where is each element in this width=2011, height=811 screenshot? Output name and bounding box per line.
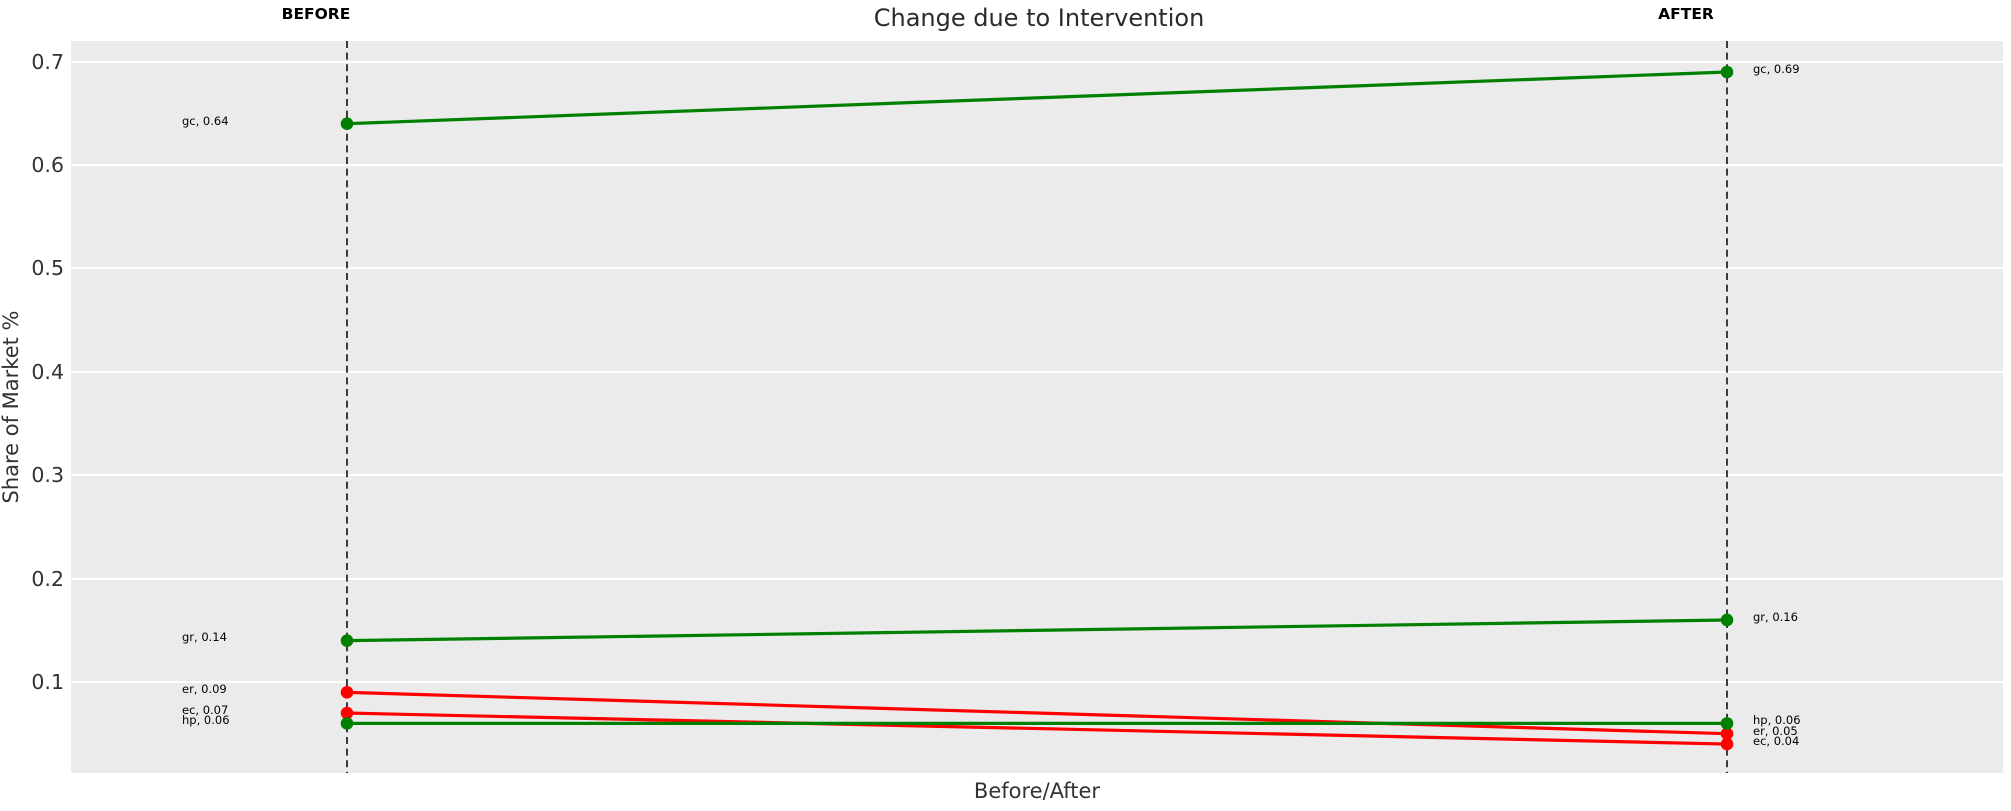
y-tick-label-0.3: 0.3 (31, 463, 64, 488)
gridline-y-0.6 (71, 164, 2003, 167)
value-label-gr-after: gr, 0.16 (1753, 609, 1798, 624)
value-label-er-after: er, 0.05 (1753, 723, 1798, 738)
series-line-gc (346, 70, 1728, 126)
series-line-gr (346, 618, 1728, 643)
after-column-header: AFTER (1658, 5, 1714, 23)
data-point-ec-after (1720, 737, 1734, 751)
data-point-gc-before (340, 117, 354, 131)
y-tick-label-0.4: 0.4 (31, 359, 64, 384)
value-label-gr-before: gr, 0.14 (182, 630, 227, 645)
data-point-gr-before (340, 634, 354, 647)
value-label-hp-before: hp, 0.06 (182, 713, 230, 728)
value-label-er-before: er, 0.09 (182, 682, 227, 697)
y-tick-label-0.2: 0.2 (31, 566, 64, 591)
data-point-er-before (340, 686, 354, 699)
data-point-gc-after (1720, 65, 1734, 79)
gridline-y-0.4 (71, 370, 2003, 373)
gridline-y-0.3 (71, 474, 2003, 477)
data-point-hp-after (1720, 717, 1734, 730)
gridline-y-0.5 (71, 267, 2003, 270)
chart-title: Change due to Intervention (873, 4, 1205, 32)
before-column-header: BEFORE (281, 5, 351, 23)
y-axis-label: Share of Market % (0, 310, 23, 504)
x-axis-label: Before/After (973, 779, 1101, 803)
value-label-gc-after: gc, 0.69 (1753, 61, 1800, 76)
data-point-er-after (1720, 727, 1734, 741)
series-line-ec (346, 711, 1728, 746)
data-point-hp-before (340, 717, 354, 730)
y-tick-label-0.5: 0.5 (31, 256, 64, 281)
value-label-gc-before: gc, 0.64 (182, 113, 229, 128)
value-label-hp-after: hp, 0.06 (1753, 713, 1801, 728)
series-line-er (346, 690, 1728, 736)
y-tick-label-0.1: 0.1 (31, 670, 64, 695)
data-point-ec-before (340, 706, 354, 720)
value-label-ec-after: ec, 0.04 (1753, 733, 1800, 748)
plot-area (71, 41, 2003, 773)
gridline-y-0.7 (71, 60, 2003, 63)
value-label-ec-before: ec, 0.07 (182, 702, 229, 717)
y-tick-label-0.6: 0.6 (31, 153, 64, 178)
gridline-y-0.2 (71, 577, 2003, 580)
gridline-y-0.1 (71, 681, 2003, 684)
data-point-gr-after (1720, 613, 1734, 627)
y-tick-label-0.7: 0.7 (31, 49, 64, 74)
chart-svg (340, 41, 1734, 773)
